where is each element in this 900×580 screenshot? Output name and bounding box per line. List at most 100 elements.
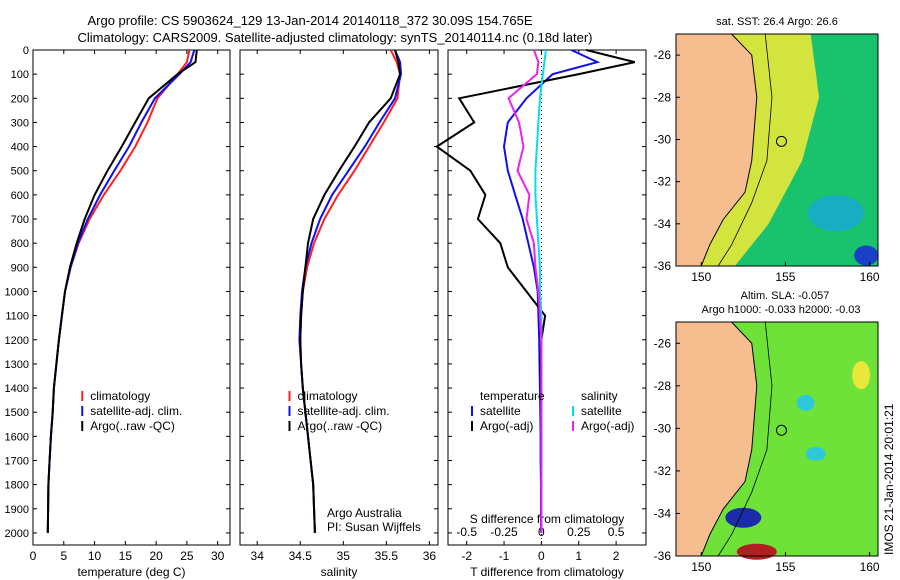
legend-title: salinity bbox=[581, 389, 618, 403]
map-y-tick-label: -28 bbox=[654, 90, 672, 104]
y-tick-label: 1400 bbox=[5, 383, 29, 395]
legend-label: satellite bbox=[581, 404, 622, 418]
cold-water-patch bbox=[854, 245, 879, 266]
map-y-tick-label: -26 bbox=[654, 48, 672, 62]
legend-label: Argo(..raw -QC) bbox=[298, 419, 383, 433]
difference-panel: -2 -1 0 1 2 T difference from climatology -0.5… bbox=[435, 49, 647, 579]
map-y-tick-label: -28 bbox=[654, 379, 672, 393]
y-tick-label: 1700 bbox=[5, 455, 29, 467]
y-tick-label: 800 bbox=[11, 238, 29, 250]
map-y-tick-label: -36 bbox=[654, 259, 672, 273]
y-tick-label: 500 bbox=[11, 166, 29, 178]
low-sla-eddy bbox=[796, 394, 815, 411]
map-title: Altim. SLA: -0.057 bbox=[741, 290, 830, 302]
x-tick-label: 20 bbox=[149, 549, 163, 563]
temperature-panel: 0 5 10 15 20 25 300100200300400500600700800900… bbox=[5, 45, 231, 579]
y-tick-label: 1300 bbox=[5, 359, 29, 371]
map-title: sat. SST: 26.4 Argo: 26.6 bbox=[716, 16, 838, 28]
y-tick-label: 600 bbox=[11, 190, 29, 202]
legend-label: climatology bbox=[90, 389, 150, 403]
y-tick-label: 400 bbox=[11, 142, 29, 154]
x-tick-label: 0 bbox=[538, 549, 545, 563]
y-tick-label: 1500 bbox=[5, 407, 29, 419]
map-frame bbox=[675, 321, 879, 557]
y-tick-label: 1900 bbox=[5, 504, 29, 516]
legend-label: satellite-adj. clim. bbox=[90, 404, 182, 418]
x-tick-label: -1 bbox=[499, 549, 510, 563]
plot-frame bbox=[447, 49, 647, 546]
x-tick-label: 25 bbox=[180, 549, 194, 563]
top-axis-label: S difference from climatology bbox=[470, 512, 625, 526]
high-sla-eddy bbox=[736, 543, 777, 560]
y-tick-label: 1100 bbox=[5, 311, 29, 323]
x-tick-label: 30 bbox=[211, 549, 225, 563]
x-axis-label: T difference from climatology bbox=[470, 565, 624, 579]
float-position-marker bbox=[775, 135, 787, 147]
map-y-tick-label: -26 bbox=[654, 336, 672, 350]
map-x-tick-label: 150 bbox=[691, 270, 711, 284]
y-tick-label: 2000 bbox=[5, 528, 29, 540]
map-x-tick-label: 155 bbox=[775, 270, 795, 284]
legend-title: temperature bbox=[480, 389, 545, 403]
map-subtitle: Argo h1000: -0.033 h2000: -0.03 bbox=[701, 304, 860, 316]
top-tick-label: 0.25 bbox=[567, 525, 591, 539]
y-tick-label: 100 bbox=[11, 69, 29, 81]
map-y-tick-label: -34 bbox=[654, 217, 672, 231]
x-tick-label: 10 bbox=[88, 549, 102, 563]
map-x-tick-label: 155 bbox=[775, 560, 795, 574]
legend-label: Argo(..raw -QC) bbox=[90, 419, 175, 433]
x-tick-label: 0 bbox=[30, 549, 37, 563]
map-y-tick-label: -30 bbox=[654, 132, 672, 146]
x-tick-label: 35.5 bbox=[375, 549, 399, 563]
map-y-tick-label: -32 bbox=[654, 175, 672, 189]
low-sla-eddy bbox=[725, 507, 762, 528]
legend-label: Argo(-adj) bbox=[480, 419, 533, 433]
x-axis-label: temperature (deg C) bbox=[77, 565, 185, 579]
salinity-panel: 34 34.5 35 35.5 36 salinity climatologysatelli… bbox=[239, 49, 439, 579]
y-tick-label: 1600 bbox=[5, 431, 29, 443]
legend-label: satellite-adj. clim. bbox=[298, 404, 390, 418]
x-axis-label: salinity bbox=[321, 565, 358, 579]
x-tick-label: 1 bbox=[575, 549, 582, 563]
cool-water-patch bbox=[807, 195, 864, 232]
high-sla-eddy bbox=[852, 361, 871, 390]
low-sla-eddy bbox=[805, 446, 826, 461]
x-tick-label: 35 bbox=[337, 549, 351, 563]
series-line bbox=[507, 49, 543, 533]
timestamp-label: IMOS 21-Jan-2014 20:01:21 bbox=[882, 403, 896, 555]
sst-map: 150 155 160 -26 -28 -30 -32 -34 -36 sat. SST: 26.… bbox=[654, 16, 880, 284]
y-tick-label: 1800 bbox=[5, 480, 29, 492]
credit-line1: Argo Australia bbox=[327, 506, 402, 520]
x-tick-label: -2 bbox=[461, 549, 472, 563]
y-tick-label: 700 bbox=[11, 214, 29, 226]
plot-frame bbox=[32, 49, 231, 546]
legend-label: satellite bbox=[480, 404, 521, 418]
x-tick-label: 15 bbox=[119, 549, 133, 563]
map-y-tick-label: -36 bbox=[654, 549, 672, 563]
y-tick-label: 200 bbox=[11, 93, 29, 105]
y-tick-label: 0 bbox=[23, 45, 29, 57]
header-line1: Argo profile: CS 5903624_129 13-Jan-2014… bbox=[87, 13, 532, 28]
legend-label: climatology bbox=[298, 389, 358, 403]
y-tick-label: 1000 bbox=[5, 286, 29, 298]
series-line bbox=[299, 49, 402, 533]
top-tick-label: 0.5 bbox=[608, 525, 625, 539]
y-tick-label: 1200 bbox=[5, 335, 29, 347]
x-tick-label: 2 bbox=[613, 549, 620, 563]
top-tick-label: -0.5 bbox=[456, 525, 477, 539]
map-x-tick-label: 160 bbox=[860, 270, 880, 284]
x-tick-label: 36 bbox=[423, 549, 437, 563]
isobath-line bbox=[717, 33, 773, 267]
plot-frame bbox=[239, 49, 439, 546]
map-y-tick-label: -34 bbox=[654, 506, 672, 520]
y-tick-label: 300 bbox=[11, 117, 29, 129]
map-x-tick-label: 150 bbox=[691, 560, 711, 574]
y-tick-label: 900 bbox=[11, 262, 29, 274]
x-tick-label: 34 bbox=[251, 549, 265, 563]
map-y-tick-label: -32 bbox=[654, 464, 672, 478]
isobath-line bbox=[717, 321, 773, 557]
float-position-marker bbox=[775, 424, 787, 436]
header-line2: Climatology: CARS2009. Satellite-adjuste… bbox=[78, 30, 593, 45]
x-tick-label: 5 bbox=[60, 549, 67, 563]
